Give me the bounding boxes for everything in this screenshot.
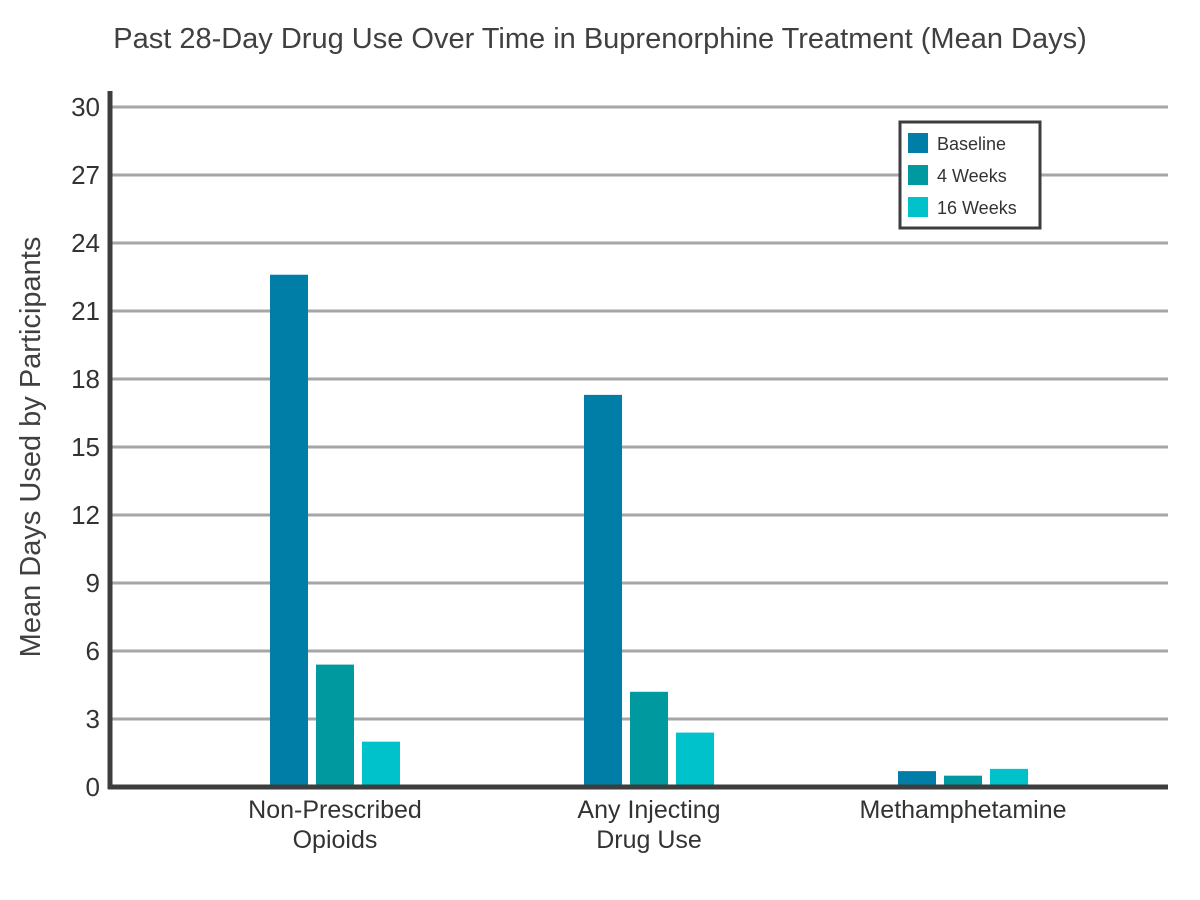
bar-16-weeks: [990, 768, 1028, 787]
legend-swatch: [908, 197, 928, 217]
x-tick-label: Methamphetamine: [859, 796, 1066, 824]
y-tick-label: 18: [71, 364, 100, 394]
y-axis-label: Mean Days Used by Participants: [15, 237, 47, 658]
bar-16-weeks: [362, 741, 400, 787]
y-tick-labels: 0 3 6 9 12 15 18 21 24 27 30: [71, 92, 100, 802]
x-tick-label: Opioids: [293, 826, 378, 854]
legend-label: 16 Weeks: [937, 198, 1017, 218]
legend-label: 4 Weeks: [937, 166, 1007, 186]
x-tick-label: Any Injecting: [577, 796, 720, 824]
y-tick-label: 21: [71, 296, 100, 326]
legend-swatch: [908, 165, 928, 185]
y-tick-label: 6: [86, 636, 100, 666]
bar-4-weeks: [630, 691, 668, 787]
y-tick-label: 9: [86, 568, 100, 598]
y-tick-label: 15: [71, 432, 100, 462]
x-tick-label: Non-Prescribed: [248, 796, 422, 824]
legend-label: Baseline: [937, 134, 1006, 154]
bar-baseline: [584, 394, 622, 787]
bar-4-weeks: [944, 775, 982, 787]
bar-4-weeks: [316, 664, 354, 787]
bar-baseline: [270, 274, 308, 787]
y-tick-label: 12: [71, 500, 100, 530]
bar-16-weeks: [676, 732, 714, 787]
legend-swatch: [908, 133, 928, 153]
legend: Baseline 4 Weeks 16 Weeks: [898, 120, 1042, 230]
bars: [270, 274, 1028, 787]
y-tick-label: 30: [71, 92, 100, 122]
y-tick-label: 27: [71, 160, 100, 190]
y-tick-label: 0: [86, 772, 100, 802]
bar-baseline: [898, 771, 936, 787]
x-tick-label: Drug Use: [596, 826, 702, 854]
chart-title: Past 28-Day Drug Use Over Time in Bupren…: [113, 23, 1087, 55]
y-tick-label: 24: [71, 228, 100, 258]
y-tick-label: 3: [86, 704, 100, 734]
